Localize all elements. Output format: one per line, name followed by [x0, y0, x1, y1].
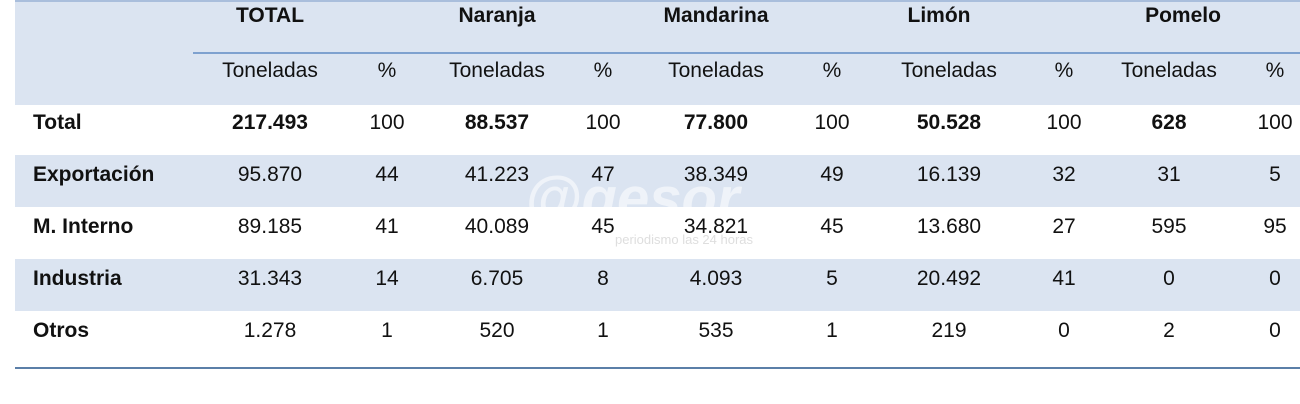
cell: 100	[369, 111, 405, 134]
sub-header: %	[822, 59, 842, 82]
group-header: Pomelo	[1145, 4, 1221, 27]
top-rule	[15, 0, 1300, 2]
cell: 95	[1263, 215, 1287, 238]
cell: 100	[585, 111, 621, 134]
cell: 41	[1052, 267, 1076, 290]
cell: 100	[814, 111, 850, 134]
cell: 5	[826, 267, 838, 290]
cell: 1	[826, 319, 838, 342]
row-label: Exportación	[33, 163, 155, 186]
sub-header: Toneladas	[1121, 59, 1217, 82]
cell: 1.278	[243, 319, 297, 342]
cell: 31	[1157, 163, 1181, 186]
row-band	[15, 259, 1300, 311]
group-header: TOTAL	[235, 4, 305, 27]
cell: 77.800	[683, 111, 749, 134]
cell: 219	[931, 319, 967, 342]
cell: 31.343	[237, 267, 303, 290]
cell: 14	[375, 267, 399, 290]
row-label: Industria	[33, 267, 122, 290]
group-rule	[193, 52, 1300, 54]
cell: 0	[1163, 267, 1175, 290]
cell: 89.185	[237, 215, 303, 238]
sub-header: %	[1265, 59, 1285, 82]
group-header: Mandarina	[663, 4, 769, 27]
sub-header: %	[1054, 59, 1074, 82]
sub-header: %	[593, 59, 613, 82]
cell: 1	[597, 319, 609, 342]
cell: 5	[1269, 163, 1281, 186]
cell: 88.537	[464, 111, 530, 134]
cell: 41.223	[464, 163, 530, 186]
sub-header: Toneladas	[222, 59, 318, 82]
cell: 45	[820, 215, 844, 238]
cell: 0	[1269, 267, 1281, 290]
cell: 100	[1046, 111, 1082, 134]
cell: 217.493	[232, 111, 308, 134]
cell: 27	[1052, 215, 1076, 238]
sub-header: Toneladas	[668, 59, 764, 82]
cell: 49	[820, 163, 844, 186]
cell: 100	[1257, 111, 1293, 134]
cell: 595	[1151, 215, 1187, 238]
cell: 520	[479, 319, 515, 342]
group-header: Naranja	[458, 4, 536, 27]
sub-header: Toneladas	[449, 59, 545, 82]
cell: 535	[698, 319, 734, 342]
cell: 0	[1269, 319, 1281, 342]
cell: 1	[381, 319, 393, 342]
cell: 50.528	[916, 111, 982, 134]
sub-header: Toneladas	[901, 59, 997, 82]
cell: 38.349	[683, 163, 749, 186]
cell: 0	[1058, 319, 1070, 342]
cell: 34.821	[683, 215, 749, 238]
sub-header: %	[377, 59, 397, 82]
cell: 628	[1151, 111, 1187, 134]
watermark-tagline: periodismo las 24 horas	[615, 232, 754, 247]
cell: 45	[591, 215, 615, 238]
cell: 2	[1163, 319, 1175, 342]
row-label: Total	[33, 111, 82, 134]
cell: 40.089	[464, 215, 530, 238]
cell: 4.093	[689, 267, 743, 290]
watermark-logo: @gesor	[525, 166, 740, 231]
cell: 8	[597, 267, 609, 290]
cell: 16.139	[916, 163, 982, 186]
cell: 13.680	[916, 215, 982, 238]
cell: 6.705	[470, 267, 524, 290]
row-label: Otros	[33, 319, 90, 342]
cell: 41	[375, 215, 399, 238]
cell: 95.870	[237, 163, 303, 186]
group-header: Limón	[907, 4, 971, 27]
cell: 47	[591, 163, 615, 186]
cell: 20.492	[916, 267, 982, 290]
row-label: M. Interno	[33, 215, 134, 238]
row-band	[15, 155, 1300, 207]
cell: 32	[1052, 163, 1076, 186]
cell: 44	[375, 163, 399, 186]
bottom-rule	[15, 367, 1300, 369]
